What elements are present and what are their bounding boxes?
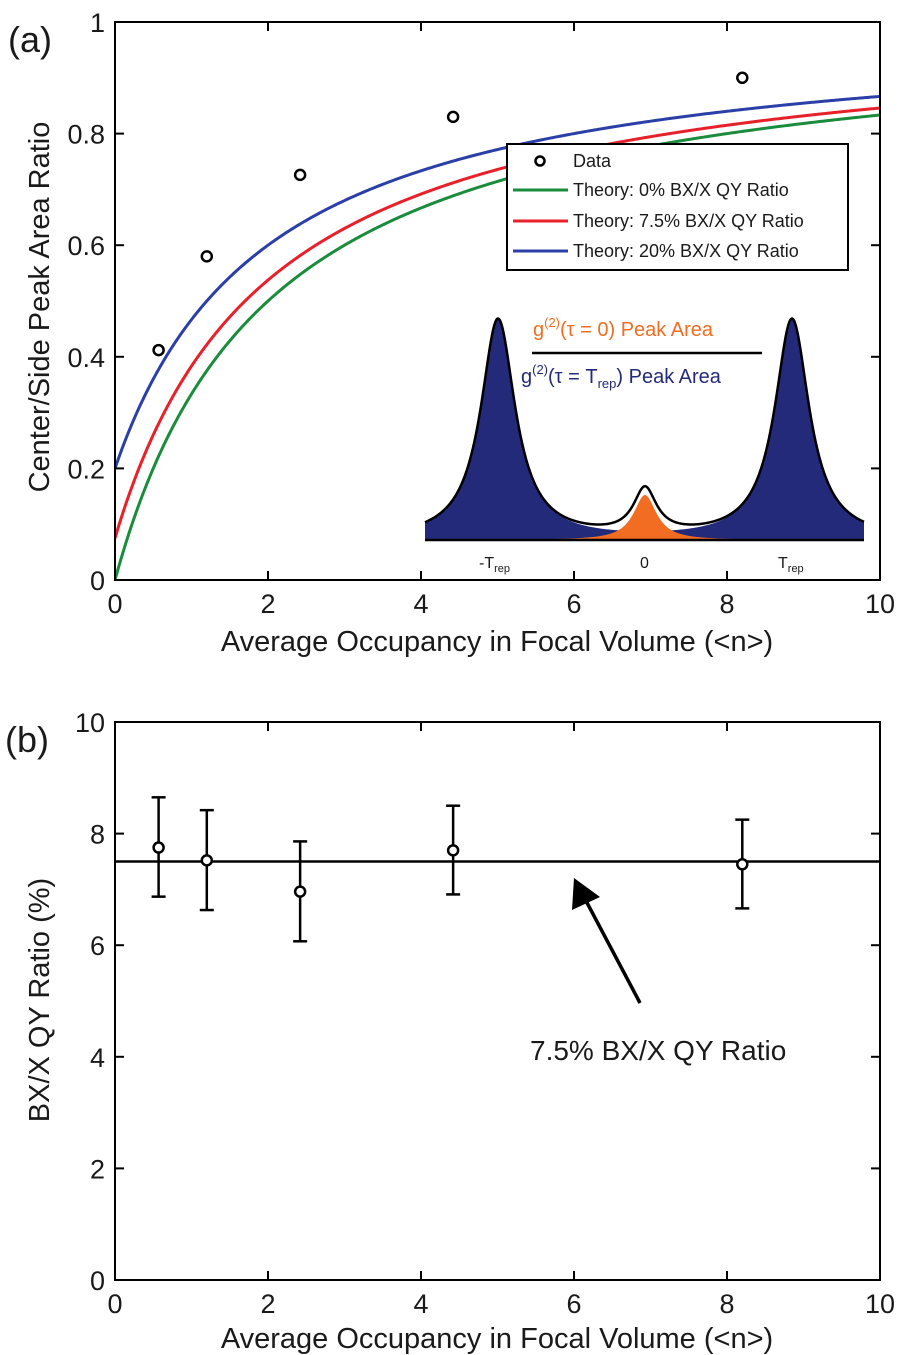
error-bar-point	[735, 818, 750, 910]
panel-a-data-points	[152, 71, 749, 357]
theory-curve-0	[115, 113, 880, 580]
legend-box	[506, 143, 849, 271]
data-point	[736, 858, 749, 871]
error-bar-point	[199, 808, 214, 912]
legend-label-20pct: Theory: 20% BX/X QY Ratio	[573, 241, 799, 261]
panel-b-xtick-label: 6	[566, 1289, 581, 1319]
panel-a-xtick-label: 10	[865, 589, 895, 619]
panel-a-xtick-label: 6	[566, 589, 581, 619]
legend-label-0pct: Theory: 0% BX/X QY Ratio	[573, 180, 789, 200]
panel-a-ytick-label: 0	[90, 566, 105, 596]
panel-a-ytick-label: 0.4	[67, 343, 105, 373]
data-point	[152, 343, 165, 357]
panel-b-xtick-label: 4	[413, 1289, 428, 1319]
panel-a-xlabel: Average Occupancy in Focal Volume (<n>)	[221, 626, 773, 658]
panel-a-ytick-label: 0.2	[67, 454, 105, 484]
panel-b-ytick-label: 2	[90, 1154, 105, 1184]
data-point	[446, 110, 460, 124]
panel-a: (a) g(2)(τ = 0) Peak Area g(2)(τ = Trep)…	[8, 8, 895, 658]
data-point	[736, 71, 749, 85]
data-point	[446, 844, 460, 857]
theory-curve-2	[115, 94, 880, 469]
panel-a-legend: Data Theory: 0% BX/X QY Ratio Theory: 7.…	[506, 143, 849, 271]
panel-b-axes: 0 2 4 6 8 10 0 2 4 6 8 10	[75, 708, 895, 1319]
error-bar-point	[446, 804, 461, 896]
panel-a-xtick-label: 0	[107, 589, 122, 619]
panel-a-frame	[114, 21, 881, 581]
panel-a-theory-curves	[115, 94, 880, 580]
panel-a-inset: g(2)(τ = 0) Peak Area g(2)(τ = Trep) Pea…	[424, 315, 865, 575]
panel-b-ytick-label: 0	[90, 1266, 105, 1296]
data-point	[200, 250, 214, 263]
data-point	[293, 168, 307, 182]
panel-a-label: (a)	[8, 19, 52, 60]
panel-b-ytick-label: 10	[75, 708, 105, 738]
panel-b-xtick-label: 10	[865, 1289, 895, 1319]
annotation-arrow	[572, 878, 642, 1004]
panel-a-xtick-label: 2	[260, 589, 275, 619]
data-point	[152, 841, 165, 854]
panel-b-ytick-label: 4	[90, 1043, 105, 1073]
legend-label-7-5pct: Theory: 7.5% BX/X QY Ratio	[573, 211, 804, 231]
panel-b-ylabel: BX/X QY Ratio (%)	[24, 878, 56, 1122]
panel-b-xtick-label: 2	[260, 1289, 275, 1319]
panel-b-data-points	[151, 796, 750, 943]
panel-b-xlabel: Average Occupancy in Focal Volume (<n>)	[221, 1323, 773, 1355]
panel-a-xtick-label: 4	[413, 589, 428, 619]
panel-b-frame	[114, 721, 881, 1281]
inset-denominator: g(2)(τ = Trep) Peak Area	[521, 362, 722, 391]
inset-numerator: g(2)(τ = 0) Peak Area	[533, 315, 714, 341]
data-point	[293, 885, 307, 898]
error-bar-point	[151, 796, 166, 898]
panel-b: (b) 0 2 4 6 8 10 0 2 4 6 8 10 7.5% BX/X QY Ratio Av…	[5, 708, 895, 1355]
panel-b-ytick-label: 6	[90, 931, 105, 961]
data-point	[200, 854, 214, 867]
inset-center-peak	[425, 495, 864, 540]
inset-tick-trep: Trep	[778, 555, 804, 575]
annotation-label: 7.5% BX/X QY Ratio	[530, 1035, 786, 1066]
legend-label-data: Data	[573, 151, 612, 171]
panel-a-xtick-label: 8	[719, 589, 734, 619]
panel-b-xtick-label: 0	[107, 1289, 122, 1319]
panel-b-ytick-label: 8	[90, 820, 105, 850]
panel-a-ytick-label: 0.8	[67, 120, 105, 150]
panel-a-ylabel: Center/Side Peak Area Ratio	[24, 122, 56, 493]
panel-a-ytick-label: 1	[90, 8, 105, 38]
theory-curve-1	[115, 106, 880, 539]
legend-marker-data	[534, 155, 546, 167]
panel-a-axes: 0 2 4 6 8 10 0 0.2 0.4 0.6 0.8 1	[67, 8, 895, 619]
inset-tick-zero: 0	[640, 555, 649, 572]
panel-b-label: (b)	[5, 719, 49, 760]
panel-b-xtick-label: 8	[719, 1289, 734, 1319]
inset-tick-neg-trep: -Trep	[479, 555, 510, 575]
error-bar-point	[293, 840, 308, 943]
inset-outline	[424, 317, 865, 526]
panel-a-ytick-label: 0.6	[67, 231, 105, 261]
